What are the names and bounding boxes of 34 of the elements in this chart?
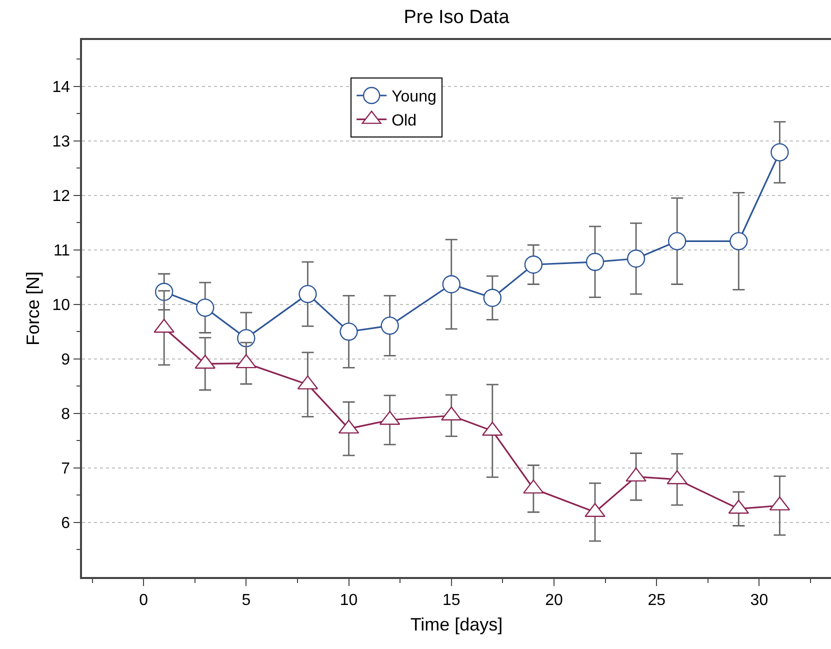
point [442,275,460,294]
y-tick-label: 7 [61,460,70,478]
y-tick-label: 11 [53,242,70,260]
point [196,298,214,317]
y-tick-label: 14 [52,78,70,96]
x-tick-label: 20 [545,592,563,609]
x-tick-label: 5 [242,592,251,609]
x-tick-label: 15 [442,592,460,609]
y-tick-label: 10 [52,297,70,314]
point [626,250,646,268]
y-tick-label: 6 [61,515,70,532]
y-tick-label: 8 [61,406,70,424]
x-tick-label: 25 [648,592,666,609]
point [237,329,256,348]
x-tick-label: 10 [340,592,358,609]
point [524,256,543,274]
chart-title: Pre Iso Data [404,7,510,28]
point [380,316,399,335]
y-tick-label: 9 [61,352,70,369]
legend-label: Young [392,88,436,106]
point [483,288,502,307]
point [668,232,686,250]
point [586,252,604,271]
y-tick-label: 13 [52,133,70,150]
x-tick-label: 30 [750,592,768,609]
legend-label: Old [392,112,416,130]
point [340,322,358,341]
y-axis-title: Force [N] [22,271,43,346]
y-tick-label: 12 [52,188,70,205]
point [730,232,748,250]
x-axis-title: Time [days] [410,614,503,635]
point [770,143,789,162]
point [298,284,317,304]
x-tick-label: 0 [139,592,148,609]
